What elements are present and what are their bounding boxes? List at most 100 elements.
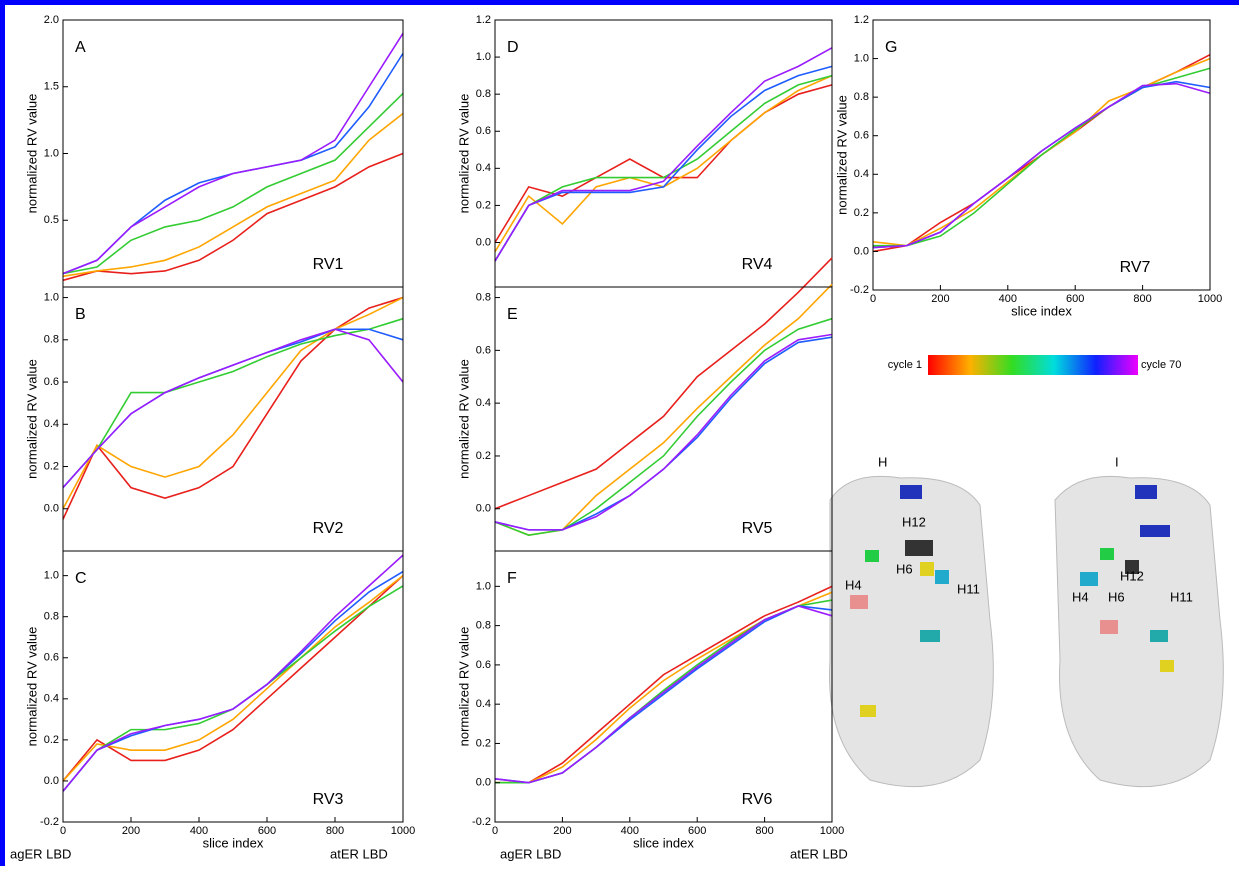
y-tick-label: 0.2 (44, 460, 59, 472)
axes-frame (62, 550, 404, 823)
y-tick-label: 1.2 (854, 14, 869, 26)
y-tick-label: 0.6 (854, 130, 869, 142)
helix-label: H6 (1108, 589, 1125, 604)
annotation: RV5 (742, 520, 773, 537)
y-tick-label: 0.4 (854, 168, 869, 180)
colorbar (928, 355, 1138, 375)
y-tick-label: 0.0 (476, 236, 491, 248)
series-line (62, 296, 404, 510)
y-tick-label: -0.2 (850, 284, 869, 296)
y-tick-label: -0.2 (40, 816, 59, 828)
x-tick-label: 600 (688, 825, 706, 837)
annotation: RV6 (742, 791, 773, 808)
panel-label: F (507, 570, 517, 587)
helix-label: H12 (902, 514, 926, 529)
series-line (494, 605, 833, 784)
y-tick-label: 0.2 (44, 734, 59, 746)
y-tick-label: 1.0 (44, 291, 59, 303)
series-line (494, 74, 833, 253)
y-tick-label: 0.8 (476, 620, 491, 632)
y-tick-label: 0.2 (476, 199, 491, 211)
series-line (62, 317, 404, 489)
y-tick-label: 0.6 (476, 659, 491, 671)
y-tick-label: 0.0 (854, 245, 869, 257)
x-axis-label: slice index (1011, 303, 1072, 318)
annotation: RV1 (313, 256, 344, 273)
y-axis-label: normalized RV value (456, 359, 471, 479)
y-tick-label: 0.0 (476, 503, 491, 515)
y-tick-label: 0.8 (44, 611, 59, 623)
y-tick-label: 0.2 (854, 207, 869, 219)
series-line (62, 575, 404, 782)
series-line (872, 80, 1211, 249)
series-line (494, 74, 833, 262)
panel-label: E (507, 306, 518, 323)
annotation: RV4 (742, 256, 773, 273)
helix-label: H11 (1170, 589, 1193, 604)
y-tick-label: 1.0 (476, 51, 491, 63)
y-tick-label: 0.0 (44, 503, 59, 515)
series-line (494, 65, 833, 262)
y-tick-label: 0.6 (44, 376, 59, 388)
structure-h: H H12 H6 H4 H11 (829, 454, 994, 788)
y-tick-label: 1.0 (44, 147, 59, 159)
series-line (62, 328, 404, 489)
y-tick-label: 1.0 (44, 570, 59, 582)
annotation: RV2 (313, 520, 344, 537)
footer-label: agER LBD (500, 846, 561, 861)
y-axis-label: normalized RV value (456, 627, 471, 747)
y-tick-label: 1.0 (854, 52, 869, 64)
y-tick-label: 0.5 (44, 214, 59, 226)
series-line (873, 67, 1211, 247)
series-line (494, 257, 833, 510)
y-tick-label: 0.8 (476, 88, 491, 100)
y-tick-label: 0.4 (44, 693, 59, 705)
annotation: RV7 (1120, 259, 1151, 276)
y-tick-label: 0.2 (476, 450, 491, 462)
y-tick-label: 0.2 (476, 737, 491, 749)
colorbar-min: cycle 1 (888, 359, 922, 371)
helix-label: H12 (1120, 568, 1144, 583)
y-tick-label: 1.0 (476, 580, 491, 592)
y-tick-label: 0.4 (476, 162, 491, 174)
y-tick-label: 2.0 (44, 14, 59, 26)
y-tick-label: 1.2 (476, 14, 491, 26)
panel-label: D (507, 39, 519, 56)
helix-label: H11 (957, 581, 980, 596)
y-tick-label: 0.6 (476, 344, 491, 356)
footer-label: atER LBD (790, 846, 848, 861)
series-line (62, 296, 404, 520)
axes-frame (62, 286, 404, 552)
structure-label: H (878, 454, 887, 469)
axes-frame (494, 550, 833, 823)
structure-label: I (1115, 454, 1119, 469)
colorbar-max: cycle 70 (1141, 359, 1181, 371)
x-tick-label: 200 (553, 825, 571, 837)
axes-frame (494, 19, 833, 288)
series-line (494, 336, 833, 531)
y-tick-label: 1.5 (44, 81, 59, 93)
y-tick-label: 0.8 (854, 91, 869, 103)
x-tick-label: 0 (492, 825, 498, 837)
series-line (494, 605, 833, 784)
y-tick-label: 0.0 (44, 775, 59, 787)
x-tick-label: 1000 (820, 825, 844, 837)
series-line (494, 283, 833, 536)
y-axis-label: normalized RV value (24, 94, 39, 214)
series-line (62, 32, 404, 275)
series-line (494, 333, 833, 531)
panel-label: C (75, 570, 87, 587)
y-axis-label: normalized RV value (24, 359, 39, 479)
y-axis-label: normalized RV value (24, 627, 39, 747)
x-tick-label: 400 (621, 825, 639, 837)
series-line (495, 585, 833, 784)
y-axis-label: normalized RV value (456, 94, 471, 214)
x-tick-label: 400 (999, 293, 1017, 305)
series-line (62, 328, 404, 489)
y-axis-label: normalized RV value (834, 95, 849, 215)
panel-label: B (75, 306, 86, 323)
x-tick-label: 800 (755, 825, 773, 837)
series-line (495, 591, 833, 784)
series-line (62, 152, 404, 282)
x-tick-label: 1000 (391, 825, 415, 837)
